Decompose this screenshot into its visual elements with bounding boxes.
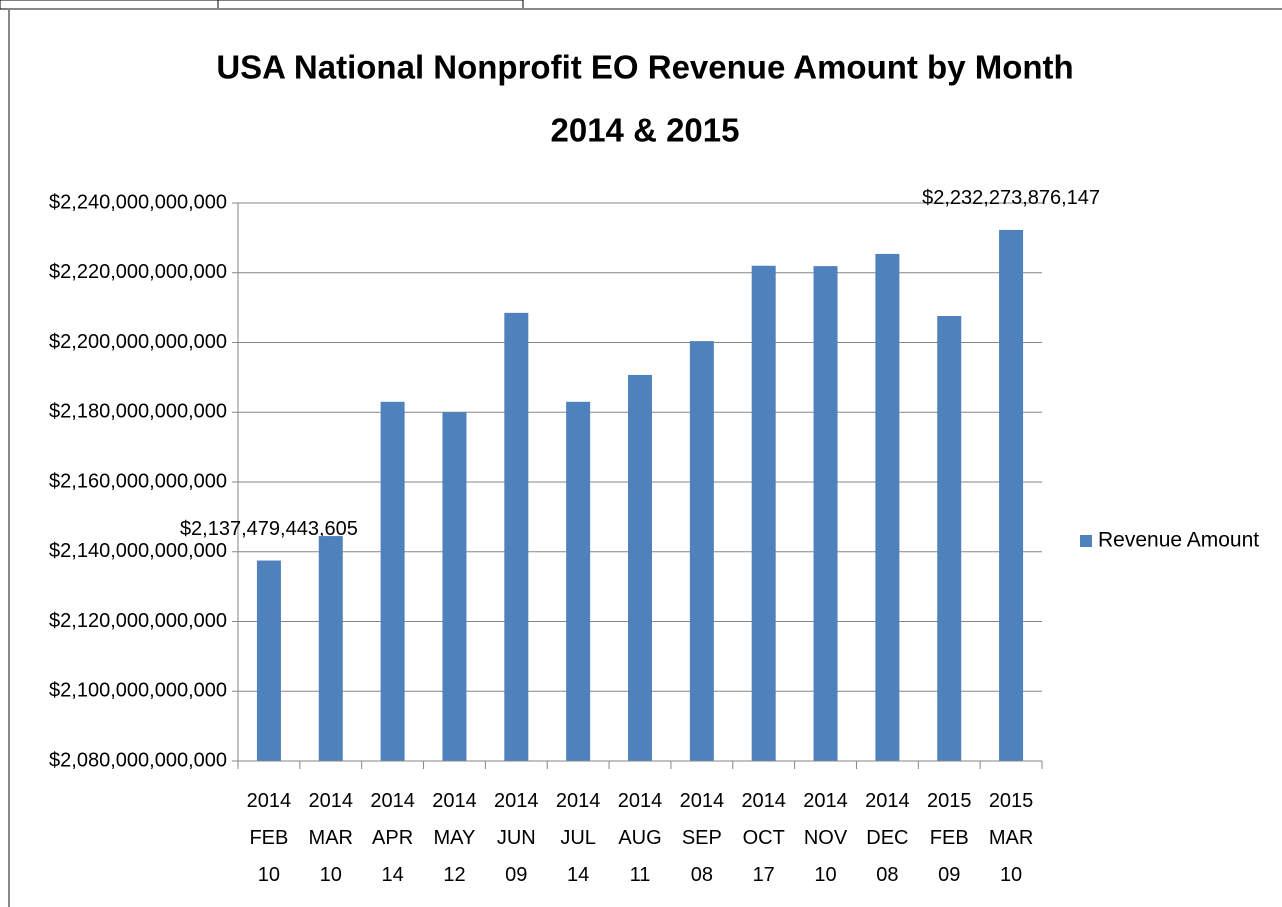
chart-title: USA National Nonprofit EO Revenue Amount… [216,49,1073,86]
x-tick-label: 2014 OCT 17 [741,790,786,886]
y-tick-label: $2,140,000,000,000 [49,540,227,562]
legend-label: Revenue Amount [1098,529,1259,552]
y-tick-label: $2,080,000,000,000 [49,749,227,771]
x-tick-label: 2014 NOV 10 [803,790,848,886]
y-tick-label: $2,200,000,000,000 [49,331,227,353]
bar [380,401,405,761]
cell-strip [0,0,524,10]
y-tick-label: $2,120,000,000,000 [49,610,227,632]
x-tick-label: 2014 AUG 11 [617,790,663,886]
x-tick-label: 2014 MAR 10 [308,790,354,886]
bar [566,401,591,761]
x-tick-label: 2014 APR 14 [370,790,415,886]
chart-subtitle: 2014 & 2015 [551,112,740,149]
x-tick-label: 2014 SEP 08 [679,790,725,886]
y-tick-label: $2,220,000,000,000 [49,261,227,283]
legend-swatch [1080,535,1092,547]
bar [937,315,962,761]
y-tick-label: $2,240,000,000,000 [49,191,227,213]
x-tick-label: 2014 JUL 14 [555,790,601,886]
bar [628,374,652,761]
x-tick-label: 2014 FEB 10 [246,790,292,886]
bar [318,536,343,761]
data-label: $2,137,479,443,605 [180,518,358,540]
bar [751,265,776,761]
bar [689,341,714,761]
chart-border [8,8,1282,907]
x-tick-label: 2014 JUN 09 [494,790,539,886]
bar [875,253,900,762]
y-tick-label: $2,160,000,000,000 [49,470,227,492]
y-tick-label: $2,180,000,000,000 [49,401,227,423]
x-tick-label: 2015 FEB 09 [926,790,972,886]
bar [256,560,281,761]
x-tick-label: 2015 MAR 10 [988,790,1034,886]
bar [442,412,467,761]
bar [504,312,529,761]
x-tick-label: 2014 DEC 08 [865,790,910,886]
y-tick-label: $2,100,000,000,000 [49,680,227,702]
x-tick-label: 2014 MAY 12 [432,790,477,886]
bar [999,229,1024,762]
bar [813,266,838,761]
data-label: $2,232,273,876,147 [922,187,1100,209]
